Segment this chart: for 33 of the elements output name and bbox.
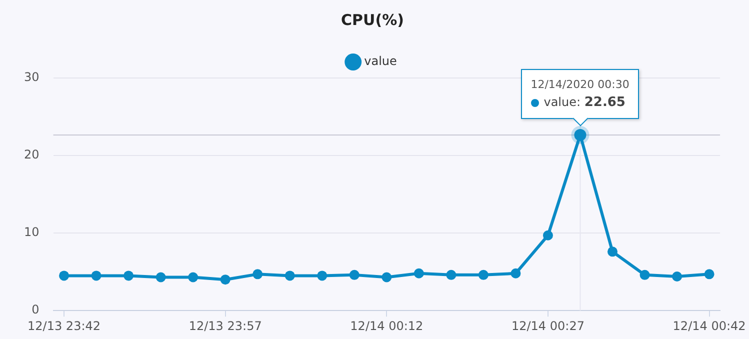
point [220, 274, 230, 285]
point [672, 271, 682, 282]
point [317, 270, 328, 281]
annotation: 12/14/2020 00:30 [530, 76, 630, 93]
point [124, 270, 134, 281]
y-tick-label: 0 [32, 302, 40, 317]
point [252, 269, 263, 280]
legend-label: value [364, 54, 397, 68]
point [704, 269, 714, 280]
point [542, 230, 553, 240]
y-tick-label: 10 [24, 225, 40, 240]
x-tick-label: 12/14 00:27 [511, 318, 584, 333]
point [59, 270, 70, 281]
point [446, 270, 456, 280]
data-label: value: 22.65 [542, 94, 626, 112]
x-tick-label: 12/13 23:42 [28, 318, 101, 333]
point [640, 270, 650, 280]
x-tick-label: 12/13 23:57 [188, 318, 262, 333]
point [349, 270, 360, 280]
y-tick-label: 30 [24, 70, 40, 84]
point [91, 270, 102, 281]
point [156, 272, 166, 282]
point [284, 270, 295, 281]
point [607, 246, 618, 257]
x-tick-label: 12/14 00:42 [672, 318, 746, 333]
chart-title: CPU(%) [341, 10, 404, 29]
point [510, 268, 521, 278]
point [478, 270, 488, 280]
point [188, 272, 198, 282]
y-tick-label: 20 [24, 148, 40, 162]
x-tick-label: 12/14 00:12 [350, 318, 424, 333]
point [414, 268, 424, 278]
point [382, 272, 392, 282]
